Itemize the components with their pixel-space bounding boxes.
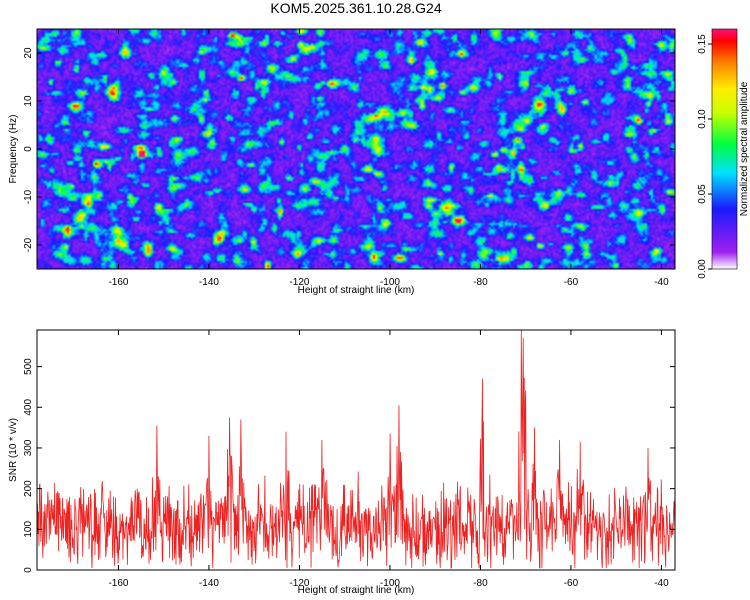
y-tick-label: 200	[23, 480, 34, 497]
snr-y-ticks: 0 100 200 300 400 500	[23, 358, 675, 573]
heatmap-image	[37, 29, 675, 269]
x-tick-label: -160	[108, 578, 128, 589]
colorbar-ticks: 0.00 0.05 0.10 0.15	[697, 34, 712, 279]
y-tick-label: -20	[23, 237, 34, 252]
colorbar-tick-label: 0.00	[697, 259, 708, 279]
x-tick-label: -120	[289, 277, 309, 288]
heatmap-y-ticks: -20 -10 0 10 20	[23, 47, 675, 252]
x-tick-label: -60	[564, 578, 579, 589]
snr-series-line	[37, 330, 675, 569]
y-tick-label: 0	[23, 567, 34, 573]
colorbar: 0.00 0.05 0.10 0.15 Normalized spectral amp…	[697, 28, 750, 279]
heatmap-x-label: Height of straight line (km)	[298, 285, 415, 296]
y-tick-label: 0	[23, 146, 34, 152]
snr-panel: -160 -140 -120 -100 -80 -60 -40 0 100 200 300 400 5…	[8, 329, 676, 596]
y-tick-label: 300	[23, 439, 34, 456]
heatmap-x-ticks: -160 -140 -120 -100 -80 -60 -40	[108, 29, 669, 288]
snr-frame	[36, 329, 676, 571]
x-tick-label: -40	[654, 578, 669, 589]
x-tick-label: -140	[199, 277, 219, 288]
colorbar-tick-label: 0.15	[697, 34, 708, 54]
heatmap-y-label: Frequency (Hz)	[8, 115, 19, 184]
colorbar-tick-label: 0.10	[697, 109, 708, 129]
y-tick-label: 500	[23, 358, 34, 375]
x-tick-label: -100	[380, 277, 400, 288]
x-tick-label: -100	[380, 578, 400, 589]
x-tick-label: -60	[564, 277, 579, 288]
x-tick-label: -80	[473, 578, 488, 589]
x-tick-label: -140	[199, 578, 219, 589]
colorbar-gradient	[712, 29, 737, 269]
y-tick-label: 10	[23, 95, 34, 107]
snr-x-label: Height of straight line (km)	[298, 585, 415, 596]
x-tick-label: -160	[108, 277, 128, 288]
colorbar-label: Normalized spectral amplitude	[739, 81, 750, 216]
colorbar-tick-label: 0.05	[697, 184, 708, 204]
snr-y-label: SNR (10 * v/v)	[8, 418, 19, 482]
chart-title: KOM5.2025.361.10.28.G24	[270, 0, 441, 16]
y-tick-label: 20	[23, 47, 34, 59]
y-tick-label: 400	[23, 399, 34, 416]
snr-x-ticks: -160 -140 -120 -100 -80 -60 -40	[108, 330, 669, 589]
y-tick-label: 100	[23, 521, 34, 538]
colorbar-frame	[711, 28, 738, 270]
x-tick-label: -120	[289, 578, 309, 589]
y-tick-label: -10	[23, 189, 34, 204]
x-tick-label: -40	[654, 277, 669, 288]
x-tick-label: -80	[473, 277, 488, 288]
